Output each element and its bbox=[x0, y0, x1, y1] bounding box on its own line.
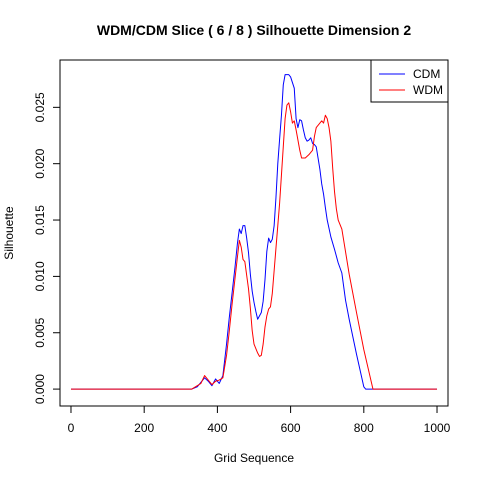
y-axis: 0.000 0.005 0.010 0.015 0.020 0.025 bbox=[33, 92, 61, 404]
x-tick-label: 1000 bbox=[424, 421, 451, 435]
y-tick-label: 0.000 bbox=[33, 374, 47, 404]
legend: CDM WDM bbox=[370, 59, 449, 103]
x-tick-label: 800 bbox=[354, 421, 374, 435]
plot-frame bbox=[59, 59, 449, 407]
legend-label-cdm: CDM bbox=[413, 67, 440, 81]
x-axis: 0 200 400 600 800 1000 bbox=[68, 405, 451, 435]
y-tick-label: 0.010 bbox=[33, 261, 47, 291]
y-tick-label: 0.005 bbox=[33, 317, 47, 347]
y-tick-label: 0.020 bbox=[33, 148, 47, 178]
y-tick-label: 0.015 bbox=[33, 205, 47, 235]
legend-label-wdm: WDM bbox=[413, 83, 443, 97]
x-tick-label: 200 bbox=[134, 421, 154, 435]
legend-box bbox=[370, 59, 449, 103]
x-tick-label: 0 bbox=[68, 421, 75, 435]
series-line-cdm bbox=[70, 74, 438, 390]
x-axis-label: Grid Sequence bbox=[214, 451, 294, 465]
series-group bbox=[70, 74, 438, 390]
y-axis-label: Silhouette bbox=[2, 206, 16, 260]
plot-area bbox=[59, 59, 449, 407]
y-tick-label: 0.025 bbox=[33, 92, 47, 122]
series-line-wdm bbox=[70, 102, 438, 390]
x-tick-label: 600 bbox=[281, 421, 301, 435]
chart-title: WDM/CDM Slice ( 6 / 8 ) Silhouette Dimen… bbox=[97, 22, 411, 38]
x-tick-label: 400 bbox=[207, 421, 227, 435]
